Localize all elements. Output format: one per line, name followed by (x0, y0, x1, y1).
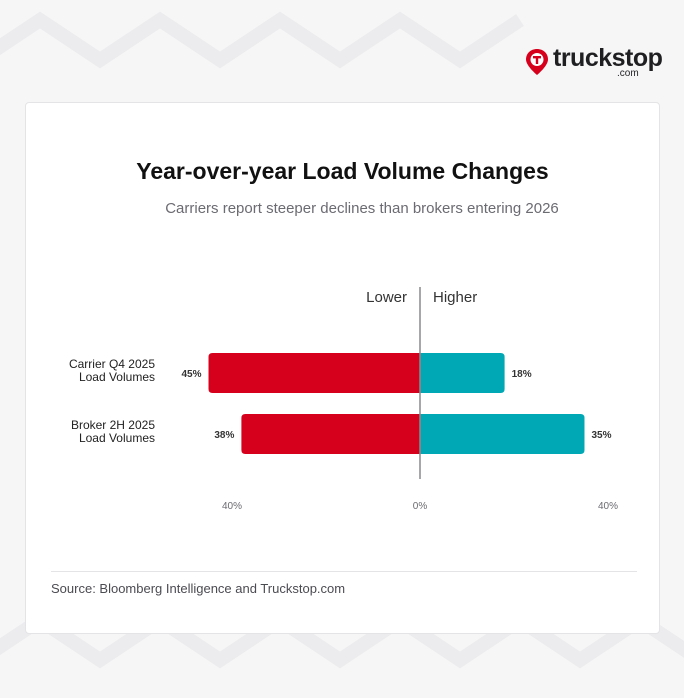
chart-title: Year-over-year Load Volume Changes (136, 158, 549, 184)
tick-label-2: 0% (413, 501, 428, 512)
side-label-higher: Higher (433, 289, 477, 306)
category-label-1-line-2: Load Volumes (79, 370, 155, 384)
chart-card: Year-over-year Load Volume Changes Carri… (25, 102, 660, 634)
bar-lower-1 (208, 353, 420, 393)
side-label-lower: Lower (366, 289, 407, 306)
bar-lower-2 (241, 414, 420, 454)
chart-subtitle: Carriers report steeper declines than br… (165, 200, 559, 217)
truckstop-logo: truckstop .com (523, 44, 663, 80)
source-note: Source: Bloomberg Intelligence and Truck… (51, 581, 346, 596)
source-divider (51, 571, 637, 572)
tick-label-3: 40% (598, 501, 618, 512)
data-label-higher-2: 35% (592, 430, 612, 441)
category-label-2-line-1: Broker 2H 2025 (71, 418, 155, 432)
logo-wordmark: truckstop (553, 44, 663, 72)
category-label-2-line-2: Load Volumes (79, 431, 155, 445)
truckstop-pin-icon (526, 49, 548, 75)
bar-higher-2 (420, 414, 585, 454)
data-label-higher-1: 18% (512, 369, 532, 380)
data-label-lower-1: 45% (181, 369, 201, 380)
tick-label-1: 40% (222, 501, 242, 512)
bar-higher-1 (420, 353, 505, 393)
data-label-lower-2: 38% (214, 430, 234, 441)
logo-suffix: .com (617, 68, 639, 79)
category-label-1-line-1: Carrier Q4 2025 (69, 357, 155, 371)
